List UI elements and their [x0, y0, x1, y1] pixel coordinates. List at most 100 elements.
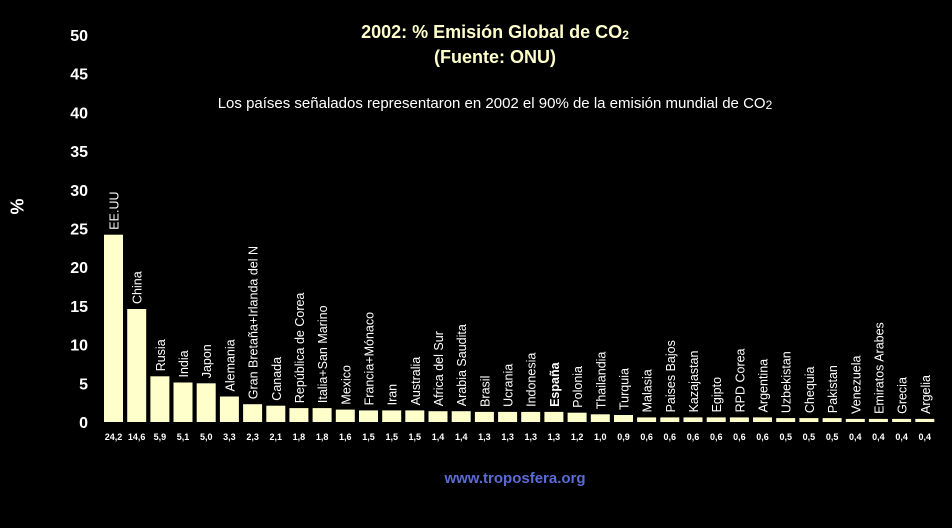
category-label: Indonesia: [525, 353, 539, 407]
category-label: Iran: [386, 384, 400, 406]
category-label: Thailandia: [594, 352, 608, 410]
category-label: España: [548, 361, 562, 407]
bar: [521, 411, 541, 422]
bar: [104, 234, 123, 422]
bar: [474, 411, 494, 422]
bar: [706, 417, 726, 422]
bar: [822, 418, 842, 422]
value-label: 1,3: [524, 432, 537, 442]
category-label: Rusia: [154, 339, 168, 371]
bar: [776, 418, 796, 422]
bar: [451, 411, 471, 422]
bar: [590, 414, 610, 422]
category-label: Venezuela: [849, 355, 863, 413]
bar: [173, 382, 193, 422]
category-label: India: [177, 350, 191, 377]
source-link[interactable]: www.troposfera.org: [444, 470, 586, 487]
bar: [544, 411, 564, 422]
category-label: Italia+San Marino: [316, 305, 330, 403]
category-label: Canada: [270, 357, 284, 401]
value-label: 1,5: [362, 432, 375, 442]
bar: [359, 410, 378, 422]
category-label: Turquia: [618, 368, 632, 410]
category-label: Malasia: [641, 369, 655, 412]
bar: [845, 418, 865, 422]
bar: [127, 309, 147, 422]
value-label: 1,4: [455, 432, 468, 442]
y-tick-label: 40: [70, 105, 88, 122]
value-label: 2,1: [270, 432, 283, 442]
y-axis-ticks: 0 5 10 15 20 25 30 35 40 45 50: [70, 28, 88, 432]
category-label: EE.UU: [108, 191, 122, 229]
value-label: 0,4: [895, 432, 908, 442]
category-label: Australia: [409, 357, 423, 406]
category-label: Emiratos Arabes: [872, 322, 886, 414]
value-label: 1,2: [571, 432, 584, 442]
bar: [915, 418, 935, 422]
category-label: Francia+Mónaco: [363, 312, 377, 405]
bar: [637, 417, 657, 422]
category-label: Argentina: [757, 359, 771, 413]
category-label: Pakistan: [826, 365, 840, 413]
bar: [289, 408, 309, 422]
bar: [683, 417, 703, 422]
value-label: 5,9: [154, 432, 167, 442]
bar: [753, 417, 772, 422]
value-label: 1,4: [432, 432, 445, 442]
value-label: 1,3: [548, 432, 561, 442]
value-label: 1,0: [594, 432, 607, 442]
y-tick-label: 10: [70, 338, 88, 355]
category-label: Uzbekistan: [780, 351, 794, 413]
bar: [243, 404, 263, 422]
category-label: Mexico: [339, 365, 353, 405]
category-label: China: [131, 271, 145, 304]
value-label: 3,3: [223, 432, 236, 442]
bar: [868, 418, 888, 422]
y-tick-label: 15: [70, 299, 88, 316]
bar: [405, 410, 425, 422]
value-label: 2,3: [246, 432, 259, 442]
value-label: 1,6: [339, 432, 352, 442]
value-label: 0,4: [849, 432, 862, 442]
y-tick-label: 30: [70, 183, 88, 200]
value-label: 0,6: [733, 432, 746, 442]
value-label: 5,1: [177, 432, 190, 442]
y-tick-label: 35: [70, 144, 88, 161]
value-label: 0,9: [617, 432, 630, 442]
value-label: 0,5: [826, 432, 839, 442]
bar: [382, 410, 402, 422]
bar: [498, 411, 518, 422]
value-label: 0,6: [687, 432, 700, 442]
y-tick-label: 0: [79, 415, 88, 432]
value-label: 0,6: [664, 432, 677, 442]
bar: [660, 417, 680, 422]
value-label: 14,6: [128, 432, 146, 442]
category-label: Arabia Saudita: [455, 324, 469, 406]
category-label: RPD Corea: [733, 348, 747, 412]
category-label: Paises Bajos: [664, 340, 678, 412]
chart-title: 2002: % Emisión Global de CO2: [361, 22, 629, 42]
value-label: 24,2: [105, 432, 123, 442]
bar: [150, 376, 170, 422]
category-label: Grecia: [896, 377, 910, 414]
bar: [335, 409, 355, 422]
y-tick-label: 50: [70, 28, 88, 45]
chart-note: Los países señalados representaron en 20…: [217, 95, 773, 112]
bar: [196, 383, 216, 422]
category-label: Brasil: [478, 376, 492, 407]
value-labels: 24,2 14,6 5,9 5,1 5,0 3,3 2,3 2,1 1,8 1,8 1,6 1,5 1,…: [105, 432, 931, 442]
category-label: Chequia: [803, 366, 817, 413]
value-label: 1,8: [316, 432, 329, 442]
category-label: Egipto: [710, 377, 724, 412]
value-label: 1,8: [293, 432, 306, 442]
bar: [892, 418, 912, 422]
y-tick-label: 25: [70, 222, 88, 239]
bar: [312, 408, 332, 422]
category-label: Argelia: [919, 375, 933, 414]
bar: [729, 417, 749, 422]
value-label: 1,5: [409, 432, 422, 442]
bar: [567, 412, 587, 422]
value-label: 0,5: [803, 432, 816, 442]
category-label: Africa del Sur: [432, 331, 446, 406]
